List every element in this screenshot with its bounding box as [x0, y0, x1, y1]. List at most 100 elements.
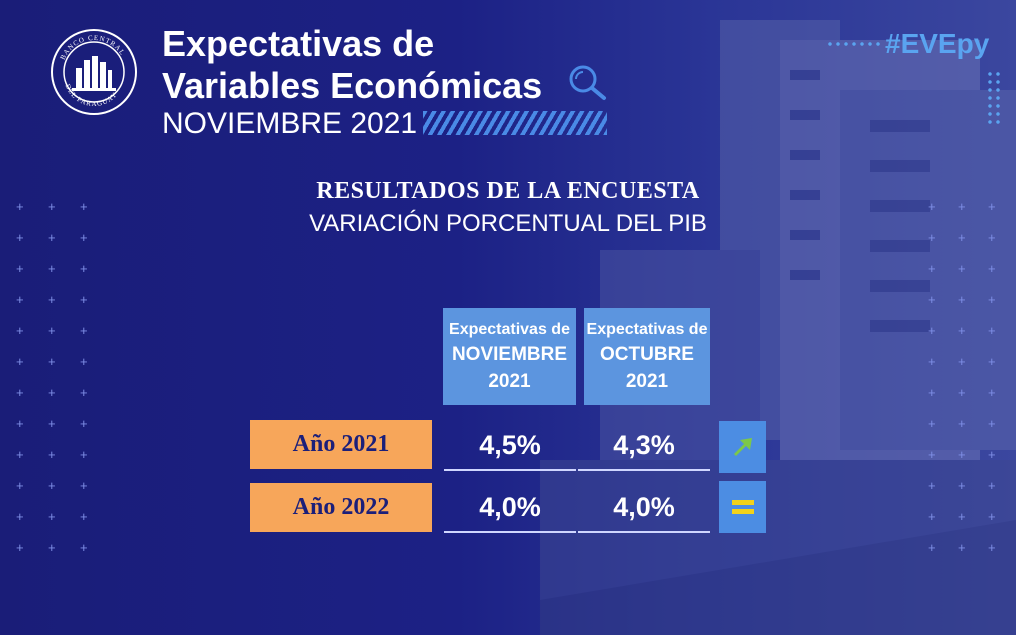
plus-decoration: + [928, 230, 936, 245]
plus-decoration: + [80, 509, 88, 524]
trend-equal-badge [719, 481, 766, 533]
column-header-line: NOVIEMBRE [451, 343, 568, 365]
plus-decoration: + [928, 447, 936, 462]
plus-decoration: + [928, 509, 936, 524]
plus-decoration: + [988, 261, 996, 276]
plus-decoration: + [958, 478, 966, 493]
decorative-stripes [423, 111, 607, 135]
plus-decoration: + [928, 416, 936, 431]
plus-decoration: + [958, 354, 966, 369]
plus-decoration: + [16, 385, 24, 400]
plus-decoration: + [80, 199, 88, 214]
plus-decoration: + [988, 478, 996, 493]
plus-decoration: + [80, 416, 88, 431]
plus-decoration: + [48, 261, 56, 276]
plus-decoration: + [928, 385, 936, 400]
plus-decoration: + [988, 199, 996, 214]
plus-decoration: + [80, 354, 88, 369]
plus-decoration: + [928, 323, 936, 338]
plus-decoration: + [48, 447, 56, 462]
plus-decoration: + [988, 230, 996, 245]
column-header-october: Expectativas de OCTUBRE 2021 [584, 308, 710, 405]
plus-decoration: + [48, 230, 56, 245]
plus-decoration: + [958, 447, 966, 462]
plus-decoration: + [16, 416, 24, 431]
value-2021-october: 4,3% [578, 422, 710, 471]
decorative-dots-vertical [986, 70, 1002, 126]
plus-decoration: + [48, 323, 56, 338]
column-header-line: Expectativas de [586, 320, 708, 338]
plus-decoration: + [80, 230, 88, 245]
plus-decoration: + [16, 230, 24, 245]
page-title-line2: Variables Económicas [162, 65, 543, 106]
row-label-2021: Año 2021 [250, 420, 432, 469]
plus-decoration: + [48, 509, 56, 524]
column-header-line: Expectativas de [449, 320, 570, 338]
column-header-line: OCTUBRE [600, 343, 694, 365]
column-header-november: Expectativas de NOVIEMBRE 2021 [443, 308, 576, 405]
column-header-line: 2021 [625, 370, 669, 392]
plus-decoration: + [988, 323, 996, 338]
plus-decoration: + [928, 261, 936, 276]
plus-decoration: + [928, 540, 936, 555]
hashtag: #EVEpy [885, 28, 990, 59]
plus-decoration: + [80, 447, 88, 462]
plus-decoration: + [16, 478, 24, 493]
trend-up-badge [719, 421, 766, 473]
value-2021-november: 4,5% [444, 422, 576, 471]
plus-decoration: + [16, 447, 24, 462]
row-label-2022: Año 2022 [250, 483, 432, 532]
plus-decoration: + [16, 354, 24, 369]
column-header-line: 2021 [488, 370, 531, 392]
plus-decoration: + [988, 509, 996, 524]
plus-decoration: + [958, 509, 966, 524]
plus-decoration: + [16, 540, 24, 555]
plus-decoration: + [48, 540, 56, 555]
plus-decoration: + [80, 292, 88, 307]
plus-decoration: + [988, 385, 996, 400]
plus-decoration: + [16, 261, 24, 276]
plus-decoration: + [988, 292, 996, 307]
bank-seal-logo: BANCO CENTRAL DEL PARAGUAY [51, 29, 137, 115]
plus-decoration: + [80, 323, 88, 338]
value-2022-november: 4,0% [444, 484, 576, 533]
plus-decoration: + [988, 416, 996, 431]
plus-decoration: + [48, 385, 56, 400]
plus-decoration: + [958, 540, 966, 555]
plus-decoration: + [48, 416, 56, 431]
plus-decoration: + [988, 540, 996, 555]
plus-decoration: + [16, 323, 24, 338]
plus-decoration: + [958, 261, 966, 276]
plus-decoration: + [928, 478, 936, 493]
arrow-up-right-icon [733, 438, 752, 456]
plus-decoration: + [958, 292, 966, 307]
plus-decoration: + [958, 199, 966, 214]
decorative-dots [826, 40, 881, 48]
plus-decoration: + [80, 540, 88, 555]
plus-decoration: + [80, 261, 88, 276]
page-title-line1: Expectativas de [162, 23, 435, 64]
plus-decoration: + [988, 447, 996, 462]
plus-decoration: + [958, 385, 966, 400]
plus-decoration: + [48, 199, 56, 214]
section-title: RESULTADOS DE LA ENCUESTA [316, 178, 700, 204]
plus-decoration: + [958, 416, 966, 431]
plus-decoration: + [928, 292, 936, 307]
plus-decoration: + [928, 354, 936, 369]
plus-decoration: + [928, 199, 936, 214]
plus-decoration: + [48, 354, 56, 369]
page-subtitle: NOVIEMBRE 2021 [162, 107, 418, 140]
plus-decoration: + [958, 323, 966, 338]
plus-decoration: + [16, 292, 24, 307]
plus-decoration: + [48, 478, 56, 493]
plus-decoration: + [988, 354, 996, 369]
magnifier-icon [569, 65, 606, 100]
plus-decoration: + [16, 509, 24, 524]
plus-decoration: + [958, 230, 966, 245]
equal-icon [731, 500, 754, 514]
section-subtitle: VARIACIÓN PORCENTUAL DEL PIB [309, 210, 707, 237]
plus-decoration: + [48, 292, 56, 307]
plus-decoration: + [80, 478, 88, 493]
value-2022-october: 4,0% [578, 484, 710, 533]
plus-decoration: + [16, 199, 24, 214]
